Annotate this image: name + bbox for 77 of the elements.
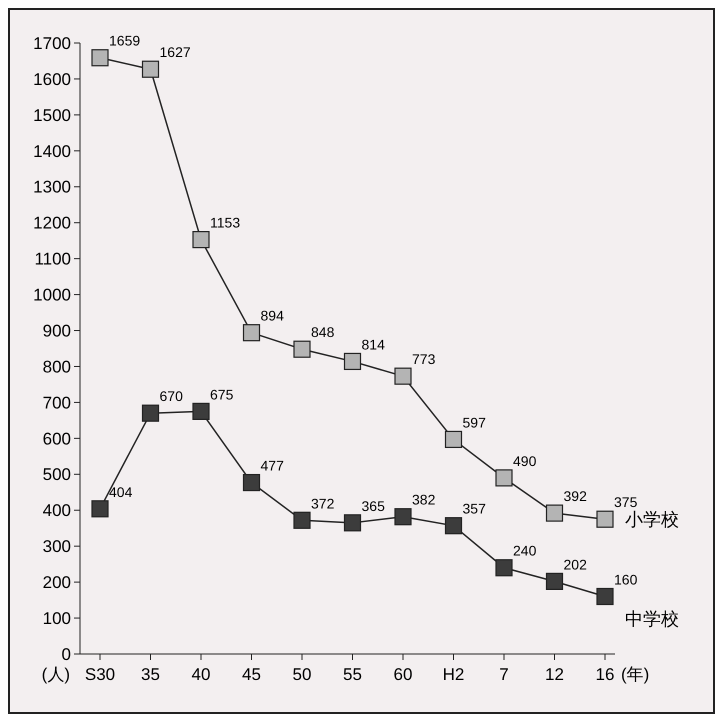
data-label: 160 [614,571,638,588]
x-tick-label: 60 [394,665,412,684]
y-tick-label: 1500 [33,106,71,125]
y-tick-label: 1000 [33,286,71,305]
y-tick-label: 700 [42,393,71,412]
point [596,588,614,606]
data-label: 773 [412,351,436,368]
point [495,559,513,576]
data-label: 848 [311,324,335,340]
point [91,49,109,66]
y-tick-label: 1700 [33,34,71,53]
y-tick-label: 1100 [34,250,71,269]
point [293,340,311,358]
data-label: 375 [614,494,638,510]
data-label: 675 [210,386,234,402]
y-axis-title: (人) [42,665,70,684]
x-tick-label: 50 [292,665,312,684]
data-label: 670 [160,388,184,404]
y-tick-label: 400 [42,501,71,520]
y-tick-label: 800 [42,357,71,376]
data-label: 372 [311,495,335,512]
data-label: 404 [109,484,133,500]
data-label: 597 [462,414,486,430]
series-label: 中学校 [625,608,679,629]
x-tick-label: 16 [596,665,614,684]
x-tick-label: 12 [545,665,564,684]
data-label: 1659 [109,32,140,49]
point [444,430,462,448]
point [91,500,109,518]
y-tick-label: 1600 [33,70,71,89]
y-tick-label: 1200 [33,214,71,233]
y-tick-label: 500 [42,465,71,484]
point [596,510,614,528]
point [444,517,462,534]
y-tick-label: 1300 [33,178,71,197]
point [495,469,513,486]
y-tick-label: 0 [62,644,71,664]
x-tick-label: 35 [141,665,160,684]
data-label: 490 [513,452,537,469]
point [293,512,311,529]
point [192,231,210,248]
series-label: 小学校 [625,510,679,530]
data-label: 1153 [210,214,240,231]
point [394,368,412,385]
y-tick-label: 600 [42,429,71,448]
y-tick-label: 200 [42,573,71,592]
point [192,402,210,420]
point [142,404,160,422]
data-label: 814 [362,336,386,352]
point [394,508,412,526]
point [242,474,260,492]
point [242,324,260,342]
x-tick-label: 7 [499,665,509,684]
x-tick-label: 45 [242,665,261,684]
point [546,504,564,522]
y-tick-label: 1400 [33,142,71,161]
data-label: 240 [513,542,537,559]
y-tick-label: 100 [42,609,71,628]
data-label: 382 [412,492,436,508]
point [142,60,160,78]
x-axis-title: (年) [621,665,650,684]
x-tick-label: H2 [442,665,464,684]
data-label: 1627 [160,44,191,60]
x-tick-label: 40 [192,665,210,684]
point [344,514,362,532]
point [344,352,362,370]
data-label: 357 [462,500,486,517]
y-tick-label: 900 [42,321,71,340]
data-label: 365 [362,498,386,514]
y-tick-label: 300 [42,537,71,556]
x-tick-label: S30 [84,665,116,684]
x-tick-label: 55 [343,665,362,684]
data-label: 477 [260,458,284,474]
data-label: 392 [564,488,588,504]
data-label: 202 [564,556,588,572]
point [546,572,564,590]
data-label: 894 [260,308,284,324]
